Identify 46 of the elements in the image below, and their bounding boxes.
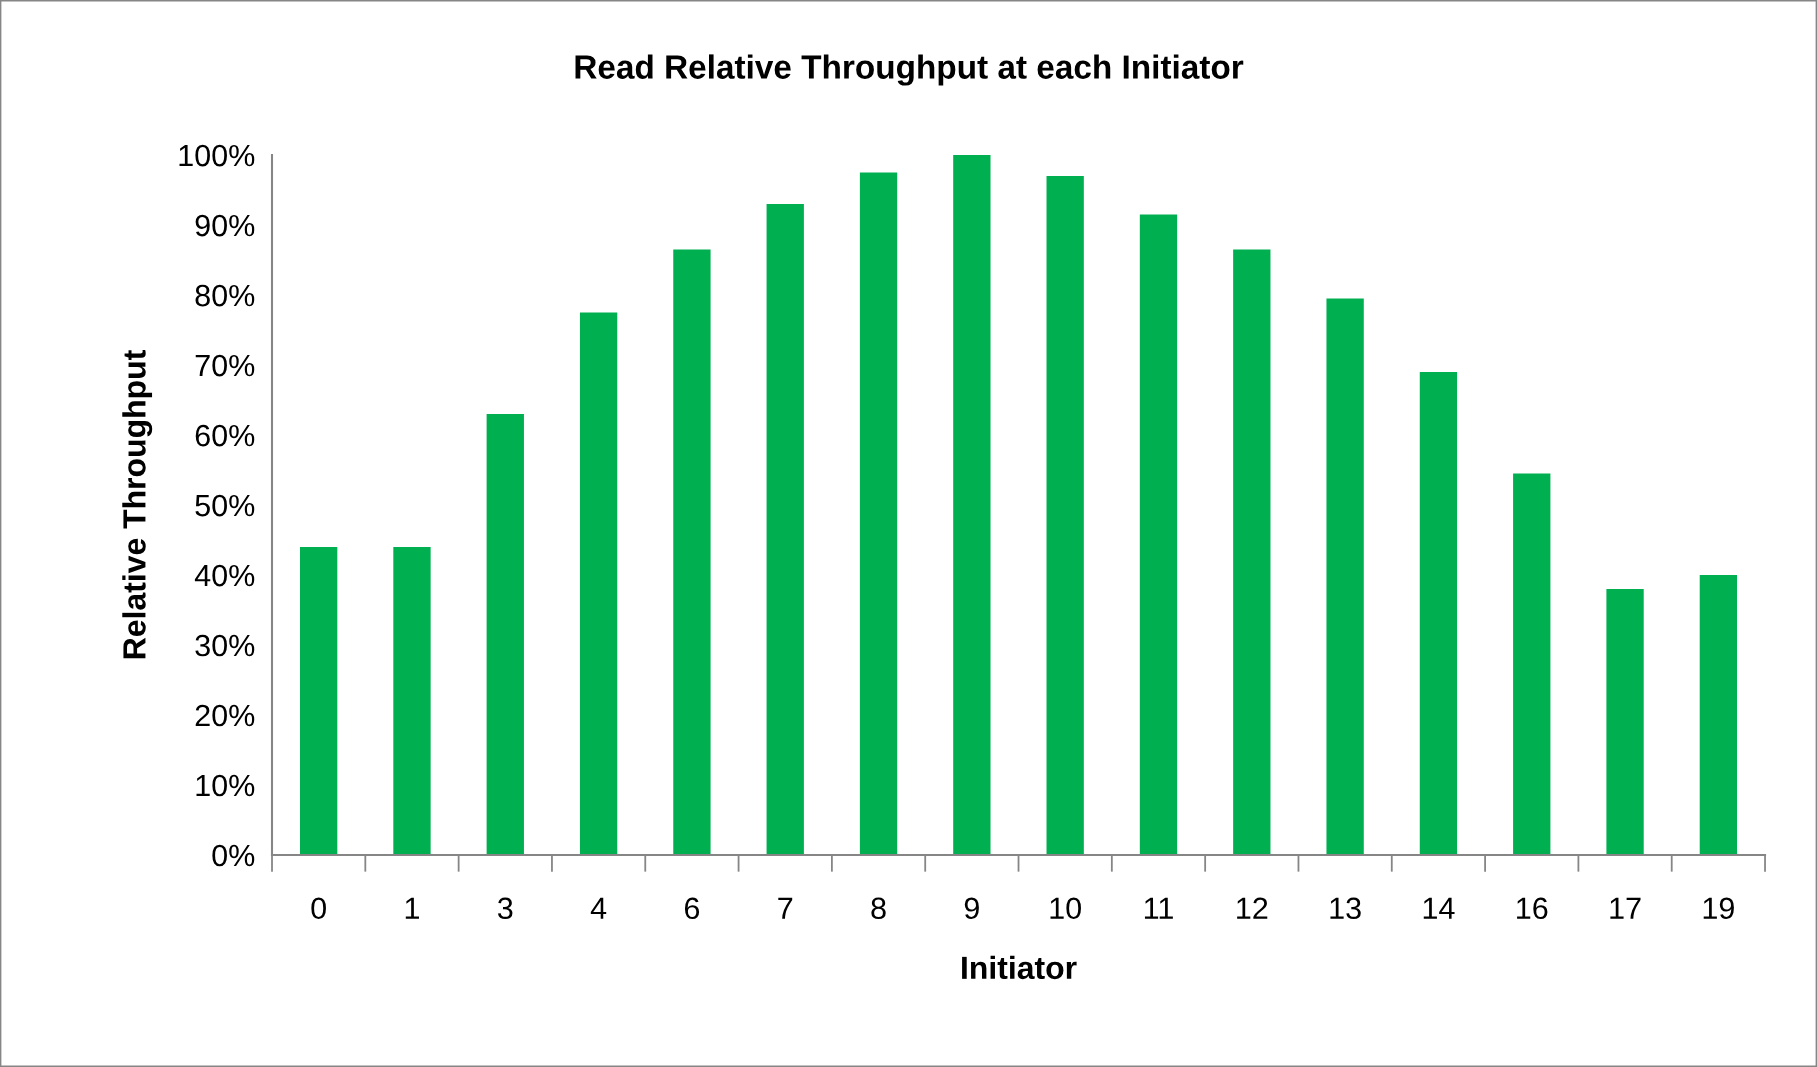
bar [1046,176,1084,855]
x-tick-label: 4 [590,897,607,919]
y-tick-label: 80% [195,284,255,307]
y-tick-label: 50% [195,494,255,517]
y-tick-label: 20% [195,704,255,727]
bar [486,414,524,855]
x-axis-title: Initiator [962,955,1077,980]
x-tick-label: 6 [684,897,700,920]
x-tick-label: 9 [964,897,979,920]
bar [673,249,711,855]
bar [1419,372,1458,855]
x-tick-label: 11 [1144,897,1173,919]
y-axis-title: Relative Throughput [122,350,153,659]
bar [579,312,618,855]
chart-title: Read Relative Throughput at each Initiator [575,54,1244,86]
x-tick-label: 12 [1237,897,1268,919]
x-tick-label: 1 [405,897,419,919]
bar [1699,575,1738,855]
bar [1139,214,1178,855]
x-tick-label: 3 [497,897,513,920]
y-tick-label: 10% [196,774,255,797]
y-tick-label: 40% [194,564,255,587]
x-tick-label: 14 [1423,897,1455,919]
bar [393,547,431,855]
y-tick-label: 0% [212,844,255,867]
y-tick-label: 90% [195,214,255,237]
x-tick-label: 8 [871,897,886,920]
bar [300,547,338,855]
x-tick-label: 10 [1050,897,1081,920]
bar [1513,473,1551,855]
x-tick-label: 0 [311,897,326,920]
x-tick-label: 17 [1610,897,1641,919]
y-tick-label: 60% [195,424,255,447]
bar [766,204,804,855]
bar [953,155,991,855]
bar [1606,589,1644,855]
y-tick-label: 30% [195,634,255,657]
bar [1326,298,1364,855]
bar [859,172,898,855]
y-tick-label: 100% [179,144,255,167]
x-tick-label: 16 [1517,897,1548,920]
x-tick-label: 7 [778,897,793,919]
y-tick-label: 70% [195,354,255,377]
x-tick-label: 19 [1703,897,1734,920]
bar [1233,249,1271,855]
x-tick-label: 13 [1330,897,1361,920]
